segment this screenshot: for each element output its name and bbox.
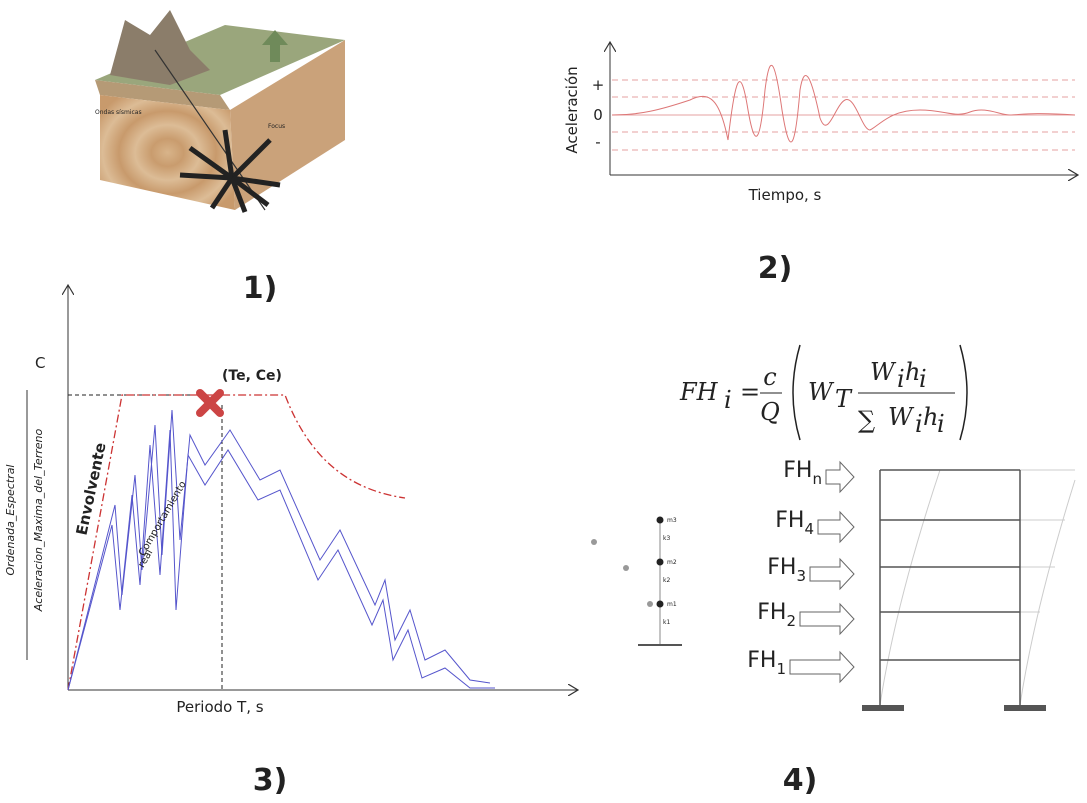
- model-label: m3: [667, 517, 677, 524]
- block-diagram: Ondas sísmicas Focus: [95, 10, 345, 213]
- f: =: [740, 378, 760, 406]
- model-label: m1: [667, 601, 677, 608]
- accelerogram: Aceleración + 0 - Tiempo, s: [563, 42, 1078, 204]
- axis-label: Tiempo, s: [748, 186, 822, 204]
- f: i: [915, 410, 923, 438]
- level-label: -: [595, 133, 600, 151]
- force-base: FH: [783, 458, 812, 483]
- f: i: [937, 410, 945, 438]
- f: c: [763, 363, 776, 391]
- force-base: FH: [747, 648, 776, 673]
- formula: FH i = c Q W T W i h i ∑ W i h i: [679, 344, 968, 441]
- point-label: (Te, Ce): [222, 368, 282, 384]
- stick-model: m3 k3 m2 k2 m1 k1: [591, 516, 682, 646]
- label: Ondas sísmicas: [95, 109, 142, 116]
- force-label: FH4: [775, 508, 814, 538]
- model-label: k2: [663, 577, 670, 584]
- f: ∑: [858, 406, 875, 434]
- f: W: [888, 403, 915, 431]
- model-label: k3: [663, 535, 670, 542]
- panel-number: 1): [243, 271, 278, 306]
- level-label: 0: [593, 106, 603, 124]
- force-sub: n: [812, 470, 822, 488]
- force-base: FH: [775, 508, 804, 533]
- f: h: [923, 403, 938, 431]
- f: i: [919, 365, 927, 393]
- f: T: [835, 385, 853, 413]
- f: W: [870, 358, 897, 386]
- panel-number: 3): [253, 763, 288, 798]
- force-base: FH: [757, 600, 786, 625]
- force-label: FHn: [783, 458, 822, 488]
- f: i: [724, 386, 732, 414]
- ratio-denominator: Aceleracion_Maxima_del_Terreno: [32, 429, 45, 613]
- f: i: [897, 365, 905, 393]
- force-label: FH1: [747, 648, 786, 678]
- force-label: FH2: [757, 600, 796, 630]
- ratio-numerator: Ordenada_Espectral: [4, 465, 17, 576]
- f: FH: [679, 378, 719, 406]
- f: Q: [760, 398, 780, 426]
- force-base: FH: [767, 555, 796, 580]
- label: Focus: [268, 123, 285, 130]
- model-label: k1: [663, 619, 670, 626]
- panel-number: 4): [783, 763, 818, 798]
- axis-label: C: [35, 354, 45, 372]
- panel-number: 2): [758, 251, 793, 286]
- envelope-label: Envolvente: [73, 441, 110, 537]
- force-sub: 4: [804, 520, 814, 538]
- f: h: [905, 358, 920, 386]
- axis-label: Periodo T, s: [176, 698, 263, 716]
- axis-label: Aceleración: [563, 66, 581, 153]
- response-spectrum: C (Te, Ce) Envolvente Comportamiento rea…: [4, 285, 578, 716]
- force-sub: 2: [786, 612, 796, 630]
- force-label: FH3: [767, 555, 806, 585]
- force-sub: 3: [796, 567, 806, 585]
- model-label: m2: [667, 559, 677, 566]
- level-label: +: [592, 76, 605, 94]
- force-sub: 1: [776, 660, 786, 678]
- f: W: [808, 378, 835, 406]
